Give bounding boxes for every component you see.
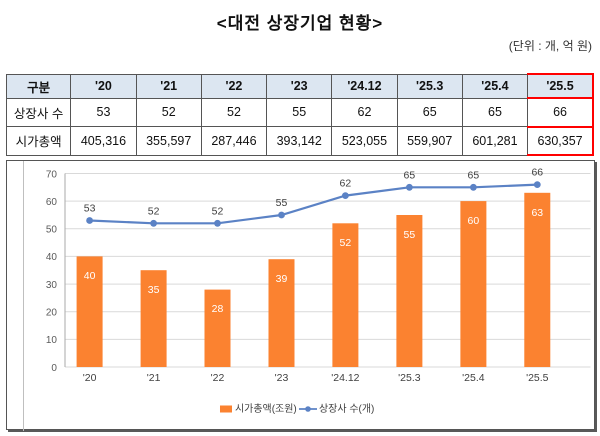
svg-text:63: 63 (531, 208, 543, 219)
svg-text:55: 55 (404, 230, 416, 241)
svg-text:시가총액(조원): 시가총액(조원) (235, 403, 297, 415)
svg-text:40: 40 (46, 252, 58, 263)
svg-text:52: 52 (148, 206, 160, 217)
svg-text:30: 30 (46, 280, 58, 291)
svg-text:'20: '20 (83, 373, 97, 384)
svg-text:39: 39 (276, 274, 288, 285)
svg-text:'21: '21 (147, 373, 161, 384)
svg-text:65: 65 (468, 170, 480, 181)
svg-text:52: 52 (340, 238, 352, 249)
svg-text:0: 0 (51, 363, 57, 374)
svg-text:28: 28 (212, 304, 224, 315)
svg-text:'25.3: '25.3 (398, 373, 421, 384)
svg-text:65: 65 (404, 170, 416, 181)
svg-text:60: 60 (468, 216, 480, 227)
svg-text:'22: '22 (211, 373, 225, 384)
svg-text:'24.12: '24.12 (331, 373, 359, 384)
svg-text:'23: '23 (275, 373, 289, 384)
svg-text:50: 50 (46, 225, 58, 236)
svg-text:'25.4: '25.4 (462, 373, 485, 384)
svg-text:20: 20 (46, 307, 58, 318)
svg-text:62: 62 (340, 179, 352, 190)
svg-text:66: 66 (531, 168, 543, 179)
svg-text:40: 40 (84, 271, 96, 282)
svg-text:60: 60 (46, 197, 58, 208)
svg-text:53: 53 (84, 204, 96, 215)
svg-text:10: 10 (46, 335, 58, 346)
svg-text:70: 70 (46, 169, 58, 180)
svg-text:55: 55 (276, 198, 288, 209)
svg-text:'25.5: '25.5 (526, 373, 549, 384)
svg-text:35: 35 (148, 285, 160, 296)
svg-text:상장사 수(개): 상장사 수(개) (319, 403, 374, 415)
svg-text:52: 52 (212, 206, 224, 217)
